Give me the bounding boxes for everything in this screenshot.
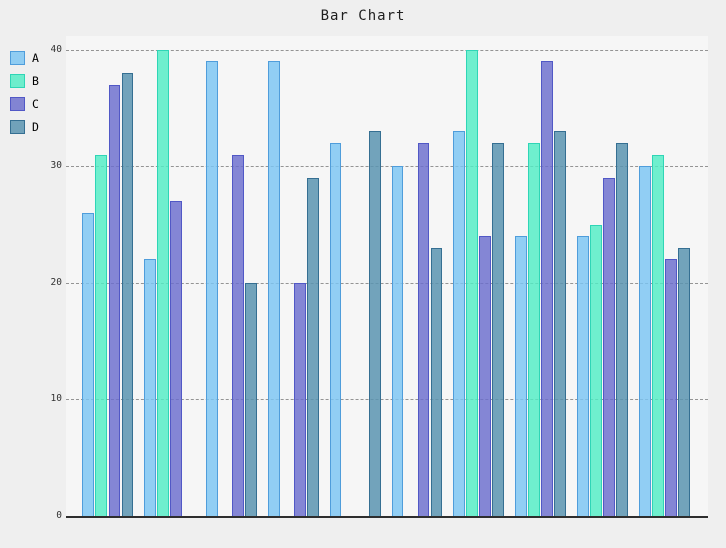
bar-d-group1 <box>121 72 134 516</box>
bar-b-group1 <box>95 154 108 516</box>
bar-c-group8 <box>541 61 554 516</box>
bar-c-group3 <box>232 154 244 516</box>
bar-a-group9 <box>576 236 589 516</box>
y-tick-label-40: 40 <box>50 43 62 55</box>
bar-a-group6 <box>391 166 404 516</box>
bar-d-group8 <box>554 131 567 516</box>
bar-c-group10 <box>664 259 677 516</box>
legend-label-c: C <box>32 97 39 111</box>
chart-title: Bar Chart <box>320 8 406 24</box>
bar-c-group1 <box>108 84 121 516</box>
bar-a-group3 <box>206 61 218 516</box>
bar-d-group4 <box>307 177 319 516</box>
bar-a-group5 <box>329 142 342 516</box>
bar-a-group1 <box>82 212 95 516</box>
bar-a-group8 <box>515 236 527 516</box>
legend-row-d: D <box>10 120 39 134</box>
gridline-y-40 <box>66 49 708 51</box>
gridline-y-30 <box>66 166 708 168</box>
bar-d-group9 <box>616 142 628 516</box>
legend-row-a: A <box>10 51 39 65</box>
bar-c-group4 <box>293 282 306 516</box>
gridline-y-20 <box>66 282 708 284</box>
gridline-y-10 <box>66 399 708 401</box>
plot-area <box>66 36 708 518</box>
bar-b-group2 <box>157 49 170 516</box>
bar-a-group7 <box>453 131 466 516</box>
legend-row-c: C <box>10 97 39 111</box>
legend-swatch-b <box>10 74 25 88</box>
bar-c-group7 <box>479 236 492 516</box>
bar-d-group10 <box>677 247 690 516</box>
bar-b-group8 <box>528 142 540 516</box>
bar-c-group9 <box>603 177 615 516</box>
bar-a-group2 <box>144 259 157 516</box>
bar-d-group3 <box>245 282 257 516</box>
legend-swatch-a <box>10 51 25 65</box>
legend-label-b: B <box>32 74 39 88</box>
bar-b-group10 <box>651 154 664 516</box>
bar-c-group6 <box>417 142 430 516</box>
y-tick-label-10: 10 <box>50 393 62 405</box>
bar-b-group9 <box>590 224 602 516</box>
legend-label-a: A <box>32 51 39 65</box>
y-tick-label-30: 30 <box>50 160 62 172</box>
bar-d-group5 <box>368 131 381 516</box>
legend-swatch-c <box>10 97 25 111</box>
bar-d-group7 <box>492 142 505 516</box>
y-tick-label-20: 20 <box>50 276 62 288</box>
bar-a-group4 <box>267 61 280 516</box>
bar-d-group6 <box>430 247 443 516</box>
legend-swatch-d <box>10 120 25 134</box>
bar-c-group2 <box>170 201 183 516</box>
legend-row-b: B <box>10 74 39 88</box>
bar-a-group10 <box>638 166 651 516</box>
bar-b-group7 <box>466 49 479 516</box>
y-tick-label-0: 0 <box>56 510 62 521</box>
legend-label-d: D <box>32 120 39 134</box>
